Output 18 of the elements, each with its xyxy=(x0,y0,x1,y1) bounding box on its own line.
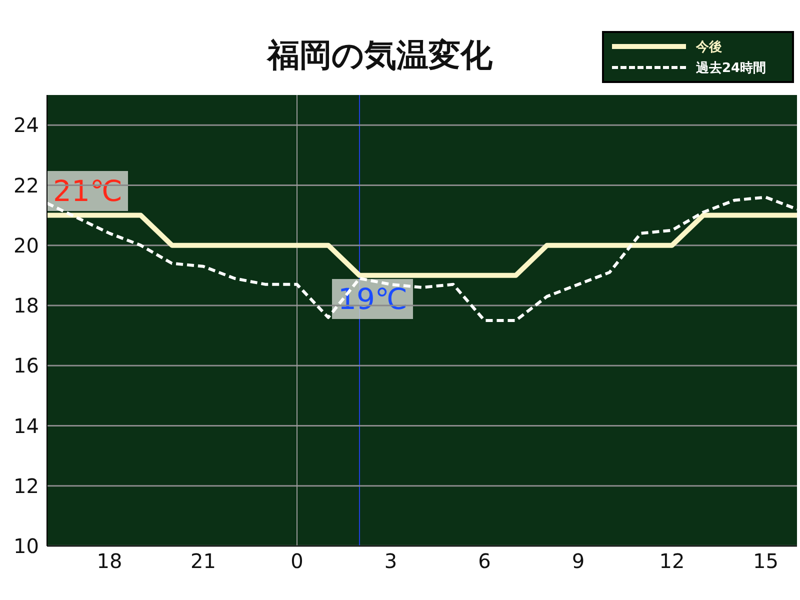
x-tick-label: 9 xyxy=(572,549,585,574)
x-tick-label: 15 xyxy=(753,549,778,574)
y-tick-label: 20 xyxy=(14,233,39,258)
chart-title: 福岡の気温変化 xyxy=(266,35,494,76)
x-tick-label: 18 xyxy=(96,549,122,574)
y-tick-label: 10 xyxy=(14,534,39,558)
y-tick-label: 12 xyxy=(14,474,39,498)
legend-panel: 今後 過去24時間 xyxy=(602,31,794,83)
y-tick-label: 14 xyxy=(14,414,39,438)
x-tick-label: 12 xyxy=(659,549,685,574)
x-tick-label: 0 xyxy=(290,549,304,574)
x-tick-label: 6 xyxy=(478,549,491,574)
x-tick-label: 21 xyxy=(190,549,216,574)
y-tick-label: 24 xyxy=(14,113,39,138)
y-tick-label: 16 xyxy=(14,354,39,378)
y-tick-label: 18 xyxy=(14,294,39,318)
x-tick-label: 3 xyxy=(384,549,398,574)
y-tick-label: 22 xyxy=(14,173,39,198)
